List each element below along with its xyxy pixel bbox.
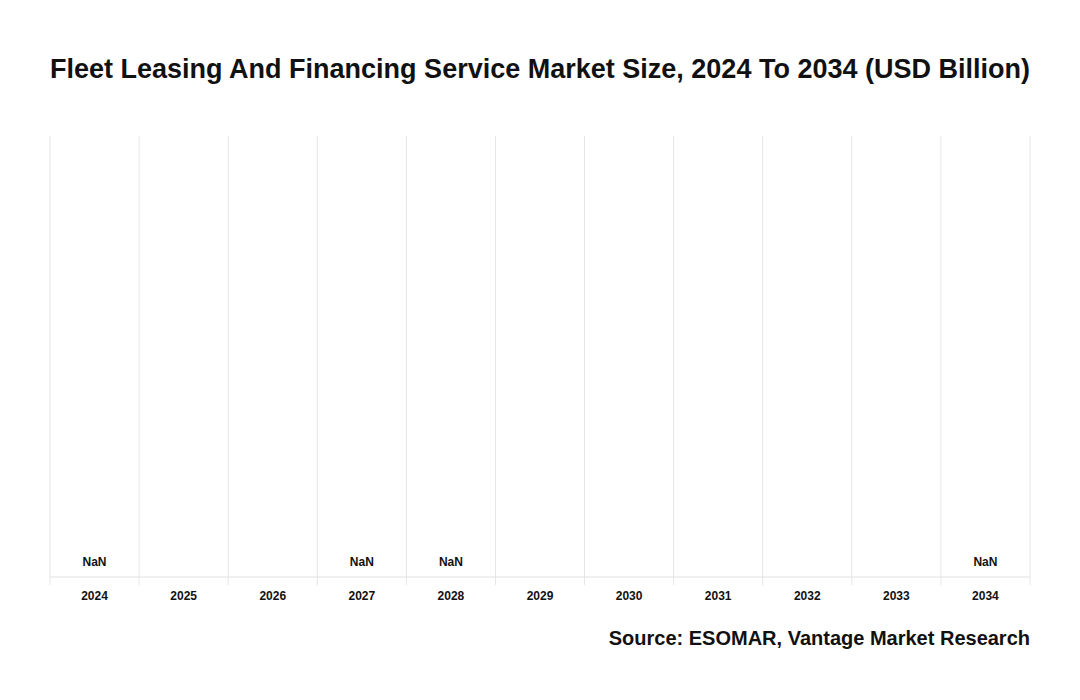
x-tick-label: 2024 xyxy=(81,589,108,603)
category-divider xyxy=(228,136,229,585)
data-label: NaN xyxy=(350,555,374,569)
x-tick-label: 2028 xyxy=(438,589,465,603)
category-divider xyxy=(1030,136,1031,585)
data-label: NaN xyxy=(973,555,997,569)
title: Fleet Leasing And Financing Service Mark… xyxy=(50,54,1030,84)
category-divider xyxy=(406,136,407,585)
category-divider xyxy=(139,136,140,585)
source: Source: ESOMAR, Vantage Market Research xyxy=(609,627,1030,649)
chart-container: Fleet Leasing And Financing Service Mark… xyxy=(0,0,1080,700)
category-divider xyxy=(762,136,763,585)
x-tick-label: 2031 xyxy=(705,589,732,603)
x-tick-label: 2027 xyxy=(348,589,375,603)
category-divider xyxy=(940,136,941,585)
x-tick-label: 2033 xyxy=(883,589,910,603)
chart-svg: Fleet Leasing And Financing Service Mark… xyxy=(0,0,1080,700)
x-tick-label: 2030 xyxy=(616,589,643,603)
category-divider xyxy=(584,136,585,585)
x-tick-label: 2026 xyxy=(259,589,286,603)
x-tick-label: 2032 xyxy=(794,589,821,603)
category-divider xyxy=(50,136,51,585)
x-tick-label: 2034 xyxy=(972,589,999,603)
x-tick-label: 2025 xyxy=(170,589,197,603)
x-axis-line xyxy=(50,577,1030,578)
data-label: NaN xyxy=(439,555,463,569)
x-tick-label: 2029 xyxy=(527,589,554,603)
category-divider xyxy=(495,136,496,585)
category-divider xyxy=(851,136,852,585)
data-label: NaN xyxy=(83,555,107,569)
category-divider xyxy=(317,136,318,585)
category-divider xyxy=(673,136,674,585)
